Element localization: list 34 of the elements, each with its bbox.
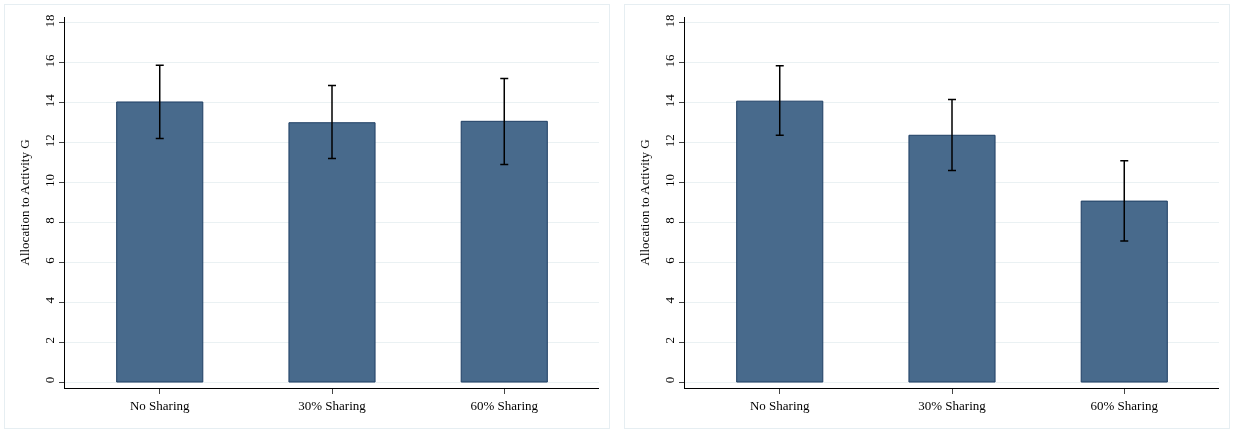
y-tick-label: 18	[661, 14, 677, 28]
bar	[288, 122, 376, 383]
y-tick-label: 6	[661, 256, 677, 264]
y-tick-label: 10	[661, 174, 677, 188]
y-tick-label: 8	[661, 217, 677, 224]
y-tick-label: 14	[661, 93, 677, 108]
bar	[736, 100, 824, 383]
y-tick-label: 18	[41, 14, 57, 28]
y-tick-label: 4	[661, 296, 677, 304]
bar	[116, 101, 204, 383]
y-tick-label: 8	[41, 217, 57, 224]
y-tick-label: 2	[661, 336, 677, 344]
y-tick-label: 12	[41, 134, 57, 148]
y-tick-label: 0	[41, 376, 57, 384]
y-tick-label: 12	[661, 134, 677, 148]
y-tick-label: 4	[41, 296, 57, 304]
x-tick-label: No Sharing	[749, 397, 811, 413]
y-tick-label: 16	[41, 53, 57, 68]
x-tick-label: 30% Sharing	[298, 397, 367, 413]
x-tick-label: 60% Sharing	[470, 397, 539, 413]
y-tick-label: 0	[661, 376, 677, 384]
y-axis-title: Allocation to Activity G	[637, 139, 652, 266]
bar	[908, 134, 996, 383]
y-tick-label: 2	[41, 336, 57, 344]
y-tick-label: 6	[41, 256, 57, 264]
bar	[1080, 200, 1168, 383]
y-tick-label: 10	[41, 174, 57, 188]
y-axis-title: Allocation to Activity G	[17, 139, 32, 266]
y-tick-label: 16	[661, 53, 677, 68]
x-tick-label: 60% Sharing	[1090, 397, 1159, 413]
x-tick-label: No Sharing	[129, 397, 191, 413]
x-tick-label: 30% Sharing	[918, 397, 987, 413]
y-tick-label: 14	[41, 93, 57, 108]
bar	[460, 120, 548, 383]
